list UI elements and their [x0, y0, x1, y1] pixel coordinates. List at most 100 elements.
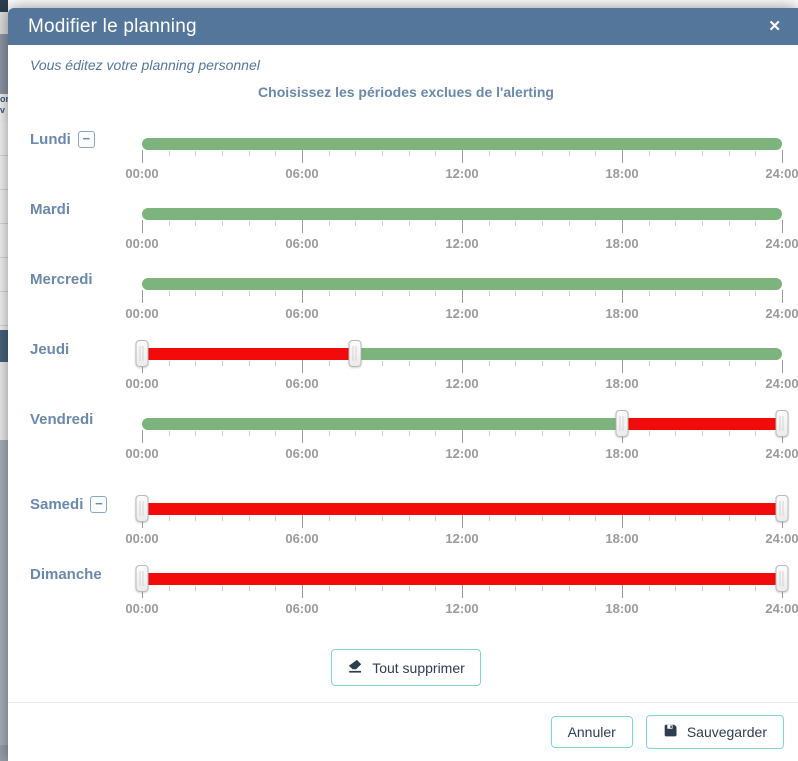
tick-mark	[515, 361, 517, 366]
tick-label: 06:00	[285, 306, 319, 321]
tick-mark	[755, 221, 757, 226]
handle-grip	[619, 416, 625, 431]
day-label: Vendredi	[30, 411, 94, 428]
edit-planning-modal: Modifier le planning ✕ Vous éditez votre…	[8, 8, 798, 761]
save-button[interactable]: Sauvegarder	[645, 715, 784, 749]
slider-handle[interactable]	[135, 565, 149, 592]
slider-handle[interactable]	[615, 410, 629, 437]
tick-mark	[702, 586, 703, 591]
tick-mark	[222, 586, 223, 591]
tick-mark	[648, 431, 650, 436]
tick-mark	[702, 291, 703, 296]
time-range-slider[interactable]	[142, 138, 782, 150]
delete-all-button[interactable]: Tout supprimer	[331, 649, 481, 686]
slider-ticks	[142, 290, 783, 304]
time-range-slider[interactable]	[135, 340, 782, 367]
slider-track[interactable]	[142, 503, 782, 515]
slider-tick-labels: 00:00 06:00 12:00 18:00 24:00	[125, 166, 798, 183]
slider-handle[interactable]	[135, 495, 149, 522]
tick-mark	[728, 516, 730, 521]
modal-header: Modifier le planning ✕	[8, 8, 798, 45]
tick-mark	[542, 291, 543, 296]
modal-subtitle: Vous éditez votre planning personnel	[30, 57, 260, 73]
day-label-wrap: Vendredi	[30, 410, 142, 463]
day-label: Dimanche	[30, 566, 102, 583]
tick-label: 12:00	[445, 166, 479, 181]
tick-mark	[408, 516, 410, 521]
slider-tick-labels: 00:00 06:00 12:00 18:00 24:00	[125, 531, 798, 548]
tick-mark	[382, 361, 383, 366]
tick-mark	[275, 221, 277, 226]
slider-track[interactable]	[142, 418, 782, 430]
tick-mark	[595, 291, 597, 296]
day-label-wrap: Mercredi	[30, 270, 142, 323]
time-range-slider[interactable]	[142, 278, 782, 290]
day-label: Lundi	[30, 131, 71, 148]
tick-mark	[595, 151, 597, 156]
slider-col: 00:00 06:00 12:00 18:00 24:00	[125, 495, 798, 548]
slider-handle[interactable]	[348, 340, 362, 367]
tick-mark	[275, 361, 277, 366]
close-icon[interactable]: ✕	[768, 18, 781, 35]
tick-mark	[222, 221, 223, 226]
day-row-jeudi: Jeudi 00:00 06:00 12:00 18:00 24:00	[30, 340, 798, 393]
tick-mark	[328, 361, 330, 366]
cancel-button[interactable]: Annuler	[550, 716, 633, 748]
slider-track[interactable]	[142, 138, 782, 150]
handle-grip	[779, 501, 785, 516]
remove-day-icon[interactable]: −	[77, 131, 95, 148]
handle-grip	[779, 416, 785, 431]
tick-mark	[355, 221, 357, 226]
tick-mark	[142, 430, 143, 443]
tick-mark	[542, 151, 543, 156]
slider-handle[interactable]	[775, 410, 789, 437]
time-range-slider[interactable]	[135, 565, 789, 592]
tick-mark	[728, 291, 730, 296]
tick-label: 24:00	[765, 236, 798, 251]
tick-mark	[755, 291, 757, 296]
slider-handle[interactable]	[775, 565, 789, 592]
tick-label: 00:00	[125, 166, 159, 181]
tick-mark	[728, 361, 730, 366]
tick-mark	[222, 151, 223, 156]
tick-label: 12:00	[445, 376, 479, 391]
tick-mark	[702, 221, 703, 226]
tick-mark	[382, 431, 383, 436]
tick-mark	[675, 151, 677, 156]
slider-track[interactable]	[142, 208, 782, 220]
slider-segment-excluded	[622, 418, 782, 430]
tick-mark	[622, 290, 623, 303]
slider-handle[interactable]	[135, 340, 149, 367]
tick-mark	[515, 221, 517, 226]
tick-mark	[462, 290, 463, 303]
tick-mark	[595, 516, 597, 521]
tick-mark	[355, 151, 357, 156]
tick-mark	[408, 361, 410, 366]
slider-track[interactable]	[142, 278, 782, 290]
slider-track[interactable]	[142, 348, 782, 360]
slider-ticks	[142, 585, 783, 599]
tick-mark	[462, 150, 463, 163]
slider-track[interactable]	[142, 573, 782, 585]
tick-mark	[382, 586, 383, 591]
slider-segment-excluded	[142, 573, 782, 585]
tick-mark	[488, 291, 490, 296]
time-range-slider[interactable]	[135, 495, 789, 522]
tick-mark	[222, 431, 223, 436]
tick-mark	[782, 360, 783, 373]
tick-label: 00:00	[125, 236, 159, 251]
remove-day-icon[interactable]: −	[90, 496, 108, 513]
tick-mark	[462, 585, 463, 598]
cancel-label: Annuler	[567, 724, 616, 740]
tick-mark	[542, 586, 543, 591]
slider-tick-labels: 00:00 06:00 12:00 18:00 24:00	[125, 446, 798, 463]
time-range-slider[interactable]	[142, 208, 782, 220]
slider-handle[interactable]	[775, 495, 789, 522]
background-fragment	[0, 330, 8, 362]
background-fragment	[0, 34, 8, 94]
time-range-slider[interactable]	[142, 410, 789, 437]
tick-mark	[542, 516, 543, 521]
tick-mark	[275, 431, 277, 436]
day-label-wrap: Dimanche	[30, 565, 142, 618]
tick-mark	[622, 515, 623, 528]
